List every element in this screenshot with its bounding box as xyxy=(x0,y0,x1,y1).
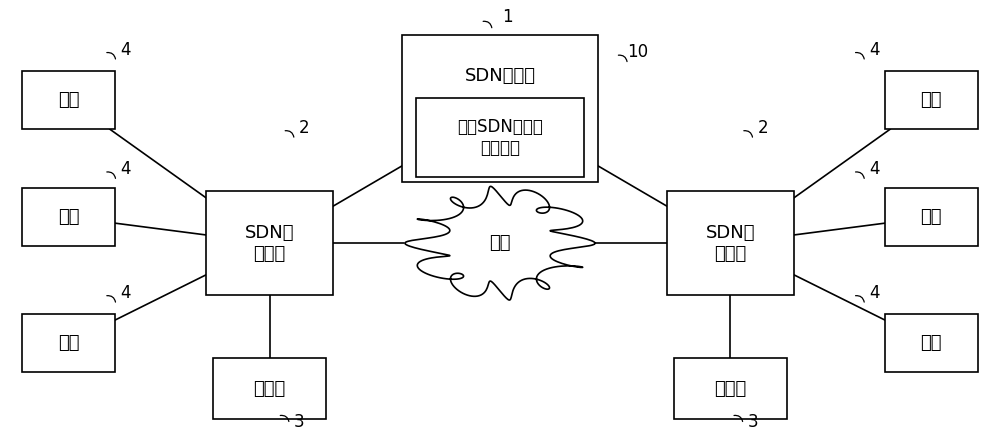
Text: 主机: 主机 xyxy=(920,334,942,352)
FancyBboxPatch shape xyxy=(667,191,794,295)
Text: 4: 4 xyxy=(120,41,131,59)
Text: SDN转
发设备: SDN转 发设备 xyxy=(706,224,755,263)
FancyBboxPatch shape xyxy=(402,35,598,183)
Text: 10: 10 xyxy=(627,43,648,61)
Text: 3: 3 xyxy=(294,413,304,431)
Text: 4: 4 xyxy=(869,160,880,179)
Text: 2: 2 xyxy=(757,119,768,137)
FancyBboxPatch shape xyxy=(885,188,978,246)
FancyBboxPatch shape xyxy=(416,97,584,177)
FancyBboxPatch shape xyxy=(885,314,978,373)
Text: 3: 3 xyxy=(748,413,758,431)
Polygon shape xyxy=(405,187,595,300)
FancyBboxPatch shape xyxy=(674,358,787,419)
FancyBboxPatch shape xyxy=(22,188,115,246)
Text: 主机: 主机 xyxy=(920,91,942,109)
Text: 主机: 主机 xyxy=(58,334,80,352)
Text: 网络: 网络 xyxy=(489,234,511,252)
Text: 主机: 主机 xyxy=(58,91,80,109)
Text: 4: 4 xyxy=(120,284,131,302)
Text: 1: 1 xyxy=(503,8,513,27)
Text: 2: 2 xyxy=(299,119,309,137)
Text: SDN控制器: SDN控制器 xyxy=(464,67,536,85)
FancyBboxPatch shape xyxy=(22,70,115,129)
Text: 加速器: 加速器 xyxy=(714,380,746,398)
Text: 加速器: 加速器 xyxy=(254,380,286,398)
Text: 主机: 主机 xyxy=(920,208,942,226)
Text: 4: 4 xyxy=(869,284,880,302)
Text: 基于SDN的网络
加速装置: 基于SDN的网络 加速装置 xyxy=(457,118,543,157)
Text: SDN转
发设备: SDN转 发设备 xyxy=(245,224,294,263)
Text: 4: 4 xyxy=(120,160,131,179)
Text: 4: 4 xyxy=(869,41,880,59)
Text: 主机: 主机 xyxy=(58,208,80,226)
FancyBboxPatch shape xyxy=(22,314,115,373)
FancyBboxPatch shape xyxy=(206,191,333,295)
FancyBboxPatch shape xyxy=(885,70,978,129)
FancyBboxPatch shape xyxy=(213,358,326,419)
